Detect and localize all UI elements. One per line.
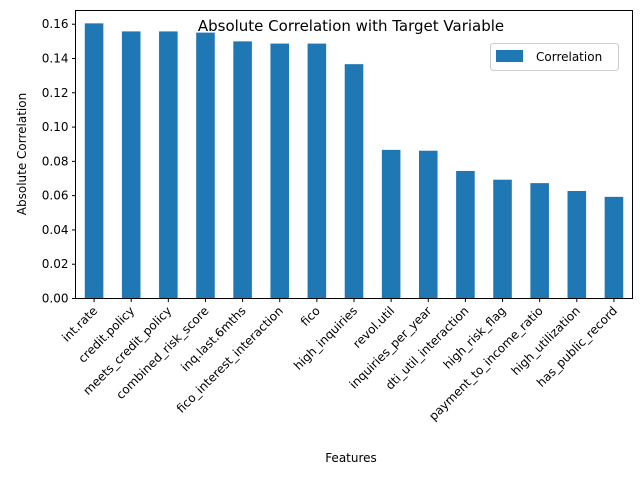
- x-tick-label: inq.last.6mths: [178, 304, 249, 375]
- bar: [233, 41, 252, 299]
- bar: [456, 170, 475, 299]
- bar: [530, 183, 549, 299]
- y-tick-label: 0.06: [42, 189, 69, 203]
- y-tick-label: 0.04: [42, 223, 69, 237]
- y-tick-label: 0.16: [42, 17, 69, 31]
- bar: [381, 149, 401, 299]
- bar: [270, 43, 290, 299]
- bar: [493, 179, 512, 299]
- x-tick-label: fico: [298, 304, 323, 329]
- bar: [344, 64, 364, 299]
- bar: [159, 31, 178, 299]
- bar: [196, 32, 215, 299]
- x-axis-label: Features: [325, 451, 377, 465]
- bar: [604, 196, 624, 299]
- legend: Correlation: [490, 43, 619, 71]
- y-axis: 0.00 0.02 0.04 0.06 0.08 0.10 0.12 0.14 0.16: [42, 17, 76, 306]
- legend-swatch: [496, 50, 523, 62]
- bars-group: [84, 23, 624, 299]
- y-axis-label: Absolute Correlation: [15, 93, 29, 215]
- bar: [121, 31, 141, 299]
- chart-title: Absolute Correlation with Target Variabl…: [198, 17, 504, 35]
- y-tick-label: 0.00: [42, 292, 69, 306]
- bar: [84, 23, 104, 299]
- x-axis: int.ratecredit.policymeets_credit_policy…: [59, 298, 620, 423]
- legend-label: Correlation: [536, 50, 602, 64]
- y-tick-label: 0.14: [42, 52, 69, 66]
- bar: [418, 150, 438, 299]
- y-tick-label: 0.08: [42, 154, 69, 168]
- y-tick-label: 0.12: [42, 86, 69, 100]
- y-tick-label: 0.10: [42, 120, 69, 134]
- bar: [307, 43, 327, 299]
- plot-frame: [75, 10, 633, 299]
- bar: [567, 191, 587, 299]
- y-tick-label: 0.02: [42, 257, 69, 271]
